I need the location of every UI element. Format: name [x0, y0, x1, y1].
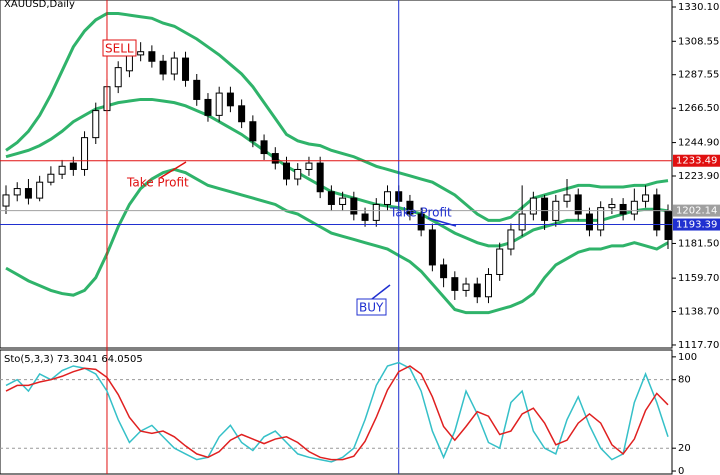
candle-body [159, 60, 167, 75]
y-tick-label: 1244.90 [678, 138, 719, 149]
y-tick-label: 20 [678, 443, 691, 454]
candle-body [249, 121, 257, 142]
candle-body [529, 197, 537, 215]
y-tick-label: 100 [678, 352, 697, 363]
candle-body [451, 277, 459, 291]
candle-body [58, 165, 66, 175]
candle-body [36, 181, 44, 199]
y-tick-label: 80 [678, 375, 691, 386]
candle-body [507, 229, 515, 250]
candle-body [226, 92, 234, 107]
y-tick-label: 0 [678, 466, 684, 475]
candle-body [574, 194, 582, 215]
arrow [427, 217, 457, 227]
candle-body [24, 188, 32, 199]
candle-body [81, 137, 89, 170]
price-box [673, 154, 720, 167]
candle-body [193, 79, 201, 100]
candle-body [238, 105, 246, 123]
price-box [673, 218, 720, 231]
y-tick-label: 1330.10 [678, 2, 719, 13]
price-label: 1193.39 [676, 220, 717, 231]
candle-body [462, 283, 470, 291]
band-line [5, 167, 669, 315]
candle-body [137, 51, 145, 56]
candle-body [47, 173, 55, 183]
candle-body [92, 110, 100, 139]
take-profit-label: Take Profit [126, 176, 189, 190]
candle-body [316, 162, 324, 193]
sell-label: SELL [105, 42, 134, 56]
plot [0, 0, 672, 474]
arrow [371, 284, 391, 300]
candle-body [204, 98, 212, 116]
candle-body [125, 54, 133, 72]
price-label: 1233.49 [676, 156, 717, 167]
candle-body [215, 92, 223, 116]
y-tick-label: 1117.70 [678, 340, 719, 351]
candle-body [13, 188, 21, 196]
candle-body [327, 191, 335, 205]
candle-body [182, 57, 190, 81]
buy-box [356, 298, 387, 316]
candle-body [496, 248, 504, 275]
candle-body [484, 273, 492, 298]
candle-body [619, 203, 627, 215]
y-tick-label: 1138.70 [678, 307, 719, 318]
candle-body [339, 197, 347, 205]
candle-body [406, 200, 414, 215]
candle-body [170, 57, 178, 75]
candle-body [417, 213, 425, 231]
candle-body [305, 162, 313, 170]
candle-body [372, 203, 380, 221]
candle-body [260, 140, 268, 155]
candle-body [541, 197, 549, 221]
indicator-title: Sto(5,3,3) 73.3041 64.0505 [4, 354, 143, 365]
candle-body [473, 283, 481, 298]
candle-body [563, 194, 571, 202]
candle-body [350, 197, 358, 215]
candle-body [361, 213, 369, 221]
candle-body [271, 153, 279, 164]
candle-body [69, 162, 77, 170]
candle-body [283, 162, 291, 180]
candle-body [2, 194, 10, 207]
y-tick-label: 1266.50 [678, 103, 719, 114]
candle-body [148, 51, 156, 62]
candle-body [630, 200, 638, 215]
candle-body [383, 191, 391, 205]
take-profit-label: Take Profit [389, 206, 452, 220]
y-tick-label: 1223.90 [678, 171, 719, 182]
candle-body [294, 168, 302, 180]
candle-body [440, 264, 448, 279]
arrow [159, 161, 187, 179]
band-line [5, 12, 669, 222]
y-tick-label: 1159.70 [678, 273, 719, 284]
main-panel [0, 0, 673, 349]
y-tick-label: 1181.50 [678, 238, 719, 249]
stoch-panel [0, 349, 673, 475]
candle-body [642, 194, 650, 202]
y-tick-label: 1308.55 [678, 36, 719, 47]
price-label: 1202.14 [676, 206, 717, 217]
price-box [673, 204, 720, 217]
candle-body [518, 213, 526, 231]
candle-body [664, 210, 672, 240]
y-tick-label: 1287.55 [678, 70, 719, 81]
candle-body [585, 213, 593, 231]
candle-body [653, 194, 661, 231]
candle-body [114, 67, 122, 88]
candle-body [428, 229, 436, 266]
sell-box [102, 39, 137, 57]
band-line [5, 97, 669, 248]
stoch-line [5, 365, 669, 461]
buy-label: BUY [359, 301, 384, 315]
chart-title: XAUUSD,Daily [4, 0, 75, 10]
candle-body [597, 207, 605, 231]
candle-body [608, 203, 616, 209]
